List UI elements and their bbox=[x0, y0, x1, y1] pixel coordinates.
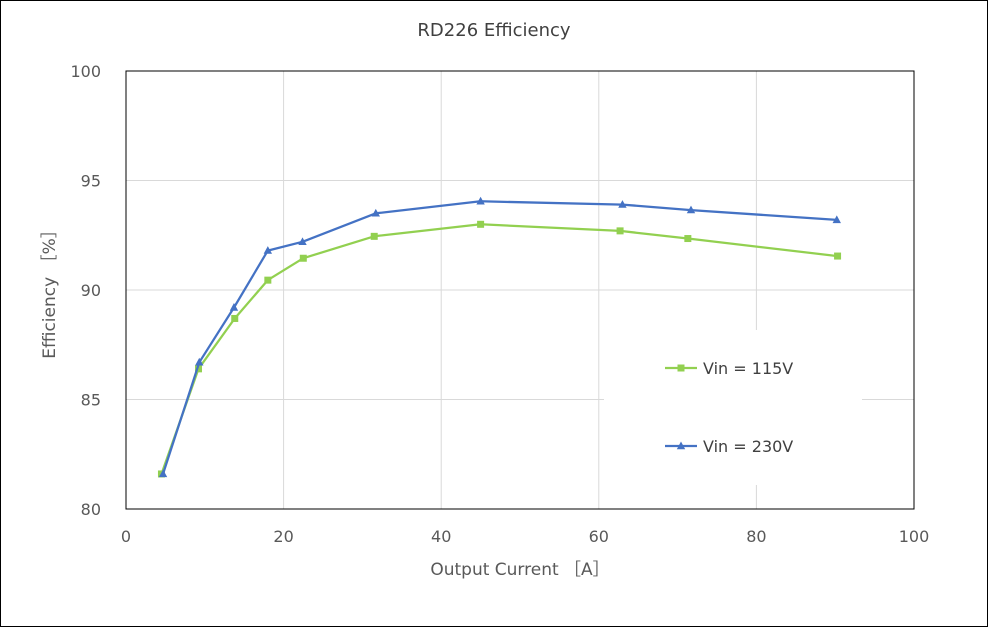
data-point bbox=[298, 237, 307, 246]
x-tick-label: 40 bbox=[431, 527, 451, 546]
y-tick-label: 85 bbox=[81, 391, 101, 410]
legend-marker bbox=[677, 364, 685, 372]
y-axis-ticks: 80 85 90 95 100 bbox=[70, 62, 101, 519]
legend: Vin = 115V Vin = 230V bbox=[604, 330, 862, 485]
y-axis-label: Efficiency ［%］ bbox=[40, 221, 60, 358]
data-point bbox=[370, 232, 378, 240]
x-tick-label: 0 bbox=[121, 527, 131, 546]
data-point bbox=[158, 469, 168, 478]
data-point bbox=[231, 314, 239, 322]
x-tick-label: 80 bbox=[746, 527, 766, 546]
data-point bbox=[684, 235, 692, 243]
data-point bbox=[832, 215, 841, 224]
data-point bbox=[229, 303, 239, 311]
plot-area-border bbox=[125, 70, 915, 510]
y-tick-label: 100 bbox=[70, 62, 101, 81]
legend-label: Vin = 230V bbox=[703, 437, 793, 456]
legend-background bbox=[604, 330, 862, 485]
chart-title: RD226 Efficiency bbox=[417, 20, 570, 41]
series-2 bbox=[158, 196, 841, 478]
series-layer bbox=[157, 196, 842, 478]
data-point bbox=[263, 246, 273, 254]
x-tick-label: 60 bbox=[589, 527, 609, 546]
x-axis-ticks: 0 20 40 60 80 100 bbox=[121, 527, 929, 546]
legend-entry: Vin = 230V bbox=[665, 437, 793, 456]
legend-marker bbox=[676, 441, 686, 450]
data-point bbox=[371, 208, 380, 217]
data-point bbox=[477, 220, 485, 228]
data-point bbox=[476, 196, 485, 205]
legend-label: Vin = 115V bbox=[703, 359, 793, 378]
x-axis-label: Output Current ［A］ bbox=[430, 560, 609, 580]
x-tick-label: 20 bbox=[273, 527, 293, 546]
data-point bbox=[618, 200, 627, 208]
series-line bbox=[161, 200, 837, 475]
x-tick-label: 100 bbox=[899, 527, 930, 546]
data-point bbox=[299, 254, 307, 262]
y-tick-label: 80 bbox=[81, 500, 101, 519]
data-point bbox=[194, 365, 202, 373]
data-point bbox=[264, 276, 272, 284]
y-tick-label: 95 bbox=[81, 172, 101, 191]
y-tick-label: 90 bbox=[81, 281, 101, 300]
data-point bbox=[686, 205, 696, 214]
legend-entry: Vin = 115V bbox=[665, 359, 793, 378]
data-point bbox=[616, 227, 624, 235]
data-point bbox=[834, 252, 842, 260]
series-line bbox=[160, 223, 838, 475]
data-point bbox=[195, 357, 204, 366]
